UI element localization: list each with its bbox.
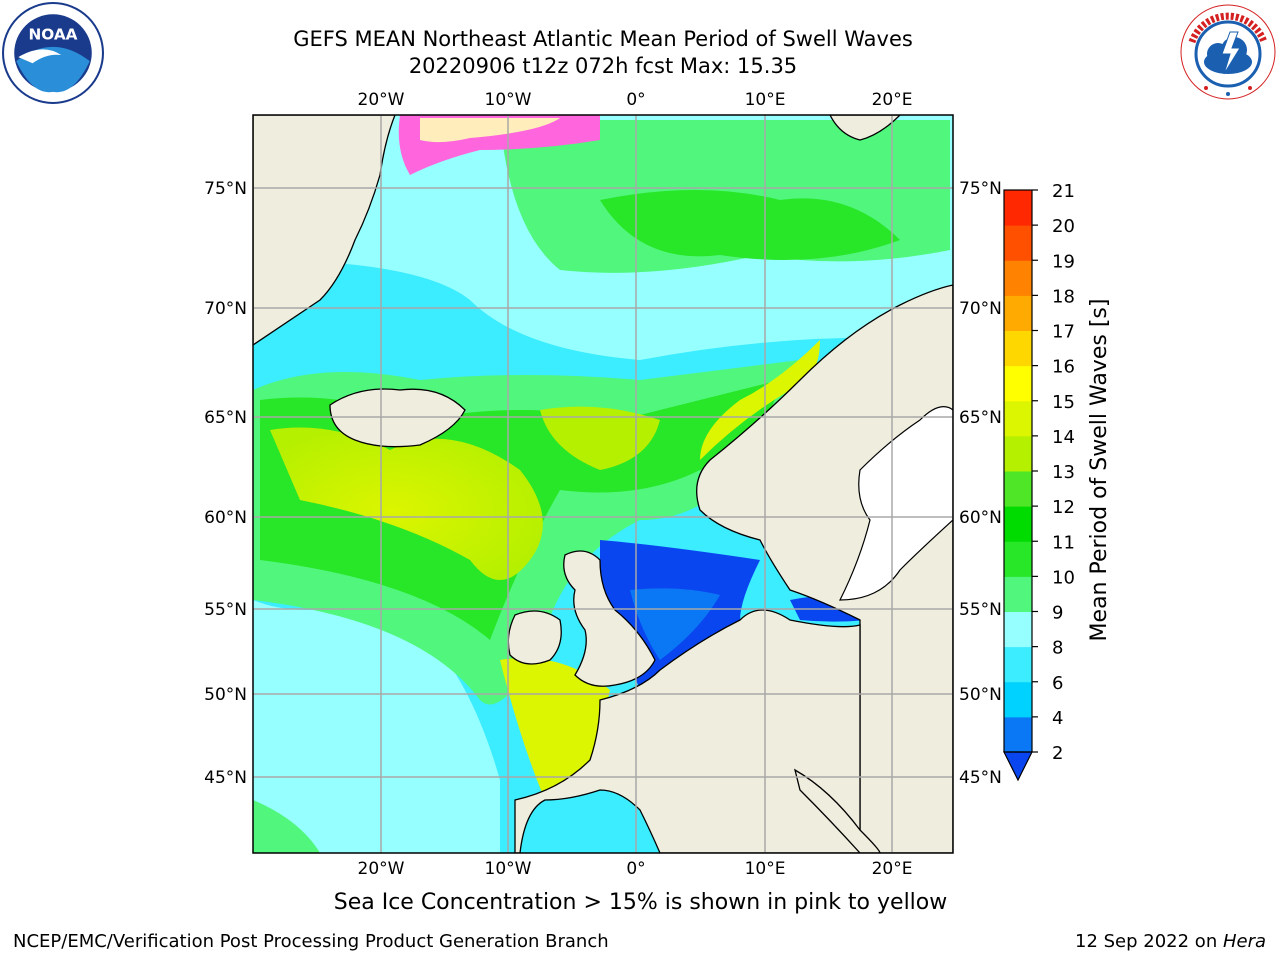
lon-label: 10°W (485, 90, 532, 110)
lat-label: 55°N (204, 600, 247, 620)
colorbar-bin (1004, 295, 1032, 331)
footer-host: Hera (1222, 931, 1266, 952)
lon-label: 20°W (358, 90, 405, 110)
lat-label: 45°N (204, 768, 247, 788)
colorbar-tick-label: 2 (1052, 743, 1063, 764)
colorbar-tick-label: 12 (1052, 497, 1075, 518)
lon-label: 20°W (358, 859, 405, 879)
swell-region-12s-faroes (540, 406, 660, 470)
lon-label: 20°E (872, 859, 913, 879)
chart-title: GEFS MEAN Northeast Atlantic Mean Period… (253, 26, 953, 80)
noaa-logo: NOAA (2, 2, 104, 104)
colorbar-tick-label: 15 (1052, 392, 1075, 413)
lon-label: 10°W (485, 859, 532, 879)
baltic-no-data (839, 406, 953, 601)
lat-label: 60°N (204, 508, 247, 528)
footer-date: 12 Sep 2022 on Hera (1075, 931, 1266, 952)
colorbar-bin (1004, 260, 1032, 296)
lon-label: 0° (626, 90, 645, 110)
colorbar-bin (1004, 471, 1032, 507)
lat-label: 65°N (959, 408, 1002, 428)
swell-region-4s-northsea (630, 588, 720, 660)
colorbar-bin (1004, 365, 1032, 402)
lon-labels-bottom: 20°W 10°W 0° 10°E 20°E (358, 859, 913, 879)
colorbar-tick-label: 10 (1052, 567, 1075, 588)
lon-label: 10°E (745, 859, 786, 879)
footer-date-text: 12 Sep 2022 on (1075, 931, 1223, 952)
colorbar-bin (1004, 576, 1032, 612)
map-frame (252, 114, 954, 854)
colorbar-tick-label: 17 (1052, 322, 1075, 343)
land-continental-europe (514, 609, 861, 853)
lon-label: 0° (626, 859, 645, 879)
colorbar-tick-label: 16 (1052, 357, 1075, 378)
title-line-1: GEFS MEAN Northeast Atlantic Mean Period… (293, 27, 913, 51)
lat-label: 75°N (959, 179, 1002, 199)
colorbar-tick-label: 21 (1052, 181, 1075, 202)
sea-ice-note: Sea Ice Concentration > 15% is shown in … (333, 890, 948, 915)
land-greenland (253, 115, 396, 346)
lat-labels-left: 75°N 70°N 65°N 60°N 55°N 50°N 45°N (204, 179, 247, 788)
colorbar-label: Mean Period of Swell Waves [s] (1087, 299, 1112, 642)
nws-logo (1180, 4, 1276, 100)
colorbar-tick-label: 9 (1052, 603, 1063, 624)
colorbar-ticks: 2 4 6 8 9 10 11 12 13 14 15 16 17 18 19 20 21 (1032, 181, 1075, 764)
colorbar-tick-label: 14 (1052, 427, 1075, 448)
lat-labels-right: 75°N 70°N 65°N 60°N 55°N 50°N 45°N (959, 179, 1002, 788)
colorbar-tick-label: 13 (1052, 462, 1075, 483)
lat-label: 50°N (959, 685, 1002, 705)
colorbar-bin (1004, 646, 1032, 683)
colorbar-bin (1004, 400, 1032, 437)
colorbar-bin (1004, 611, 1032, 648)
svg-text:NOAA: NOAA (28, 26, 77, 44)
land-ireland (507, 610, 562, 665)
lat-label: 65°N (204, 408, 247, 428)
colorbar-tick-label: 19 (1052, 251, 1075, 272)
land-italy (793, 768, 881, 853)
lat-label: 50°N (204, 685, 247, 705)
colorbar-tick-label: 18 (1052, 286, 1075, 307)
swell-region-11s-north (600, 190, 900, 260)
colorbar-bin (1004, 330, 1032, 367)
lon-label: 10°E (745, 90, 786, 110)
colorbar-extend-arrow (1003, 751, 1033, 782)
colorbar-bin (1004, 681, 1032, 718)
colorbar-bin (1004, 506, 1032, 542)
land-iceland (329, 388, 466, 448)
lat-label: 55°N (959, 600, 1002, 620)
sea-ice-core (420, 118, 560, 143)
land-scandinavia (696, 284, 953, 853)
lat-label: 70°N (959, 299, 1002, 319)
lat-label: 60°N (959, 508, 1002, 528)
footer-credit: NCEP/EMC/Verification Post Processing Pr… (13, 931, 609, 952)
colorbar-bin (1004, 190, 1032, 226)
colorbar-bin (1004, 716, 1032, 753)
colorbar-bin (1004, 225, 1032, 261)
colorbar (1003, 189, 1033, 782)
lat-label: 70°N (204, 299, 247, 319)
land-masses (253, 115, 953, 853)
lon-label: 20°E (872, 90, 913, 110)
colorbar-bin (1004, 541, 1032, 577)
land-great-britain (563, 550, 656, 687)
colorbar-tick-label: 6 (1052, 673, 1063, 694)
title-line-2: 20220906 t12z 072h fcst Max: 15.35 (408, 54, 798, 78)
lat-label: 75°N (204, 179, 247, 199)
swell-region-13s-norway (700, 340, 820, 460)
colorbar-bin (1004, 435, 1032, 472)
swell-region-13s (270, 427, 543, 580)
lat-label: 45°N (959, 768, 1002, 788)
colorbar-tick-label: 20 (1052, 216, 1075, 237)
swell-region-10s-southwest (253, 800, 320, 853)
lon-labels-top: 20°W 10°W 0° 10°E 20°E (358, 90, 913, 110)
graticule (253, 115, 953, 853)
colorbar-tick-label: 11 (1052, 532, 1075, 553)
colorbar-tick-label: 8 (1052, 638, 1063, 659)
colorbar-tick-label: 4 (1052, 708, 1063, 729)
swell-region-9s (253, 600, 500, 853)
